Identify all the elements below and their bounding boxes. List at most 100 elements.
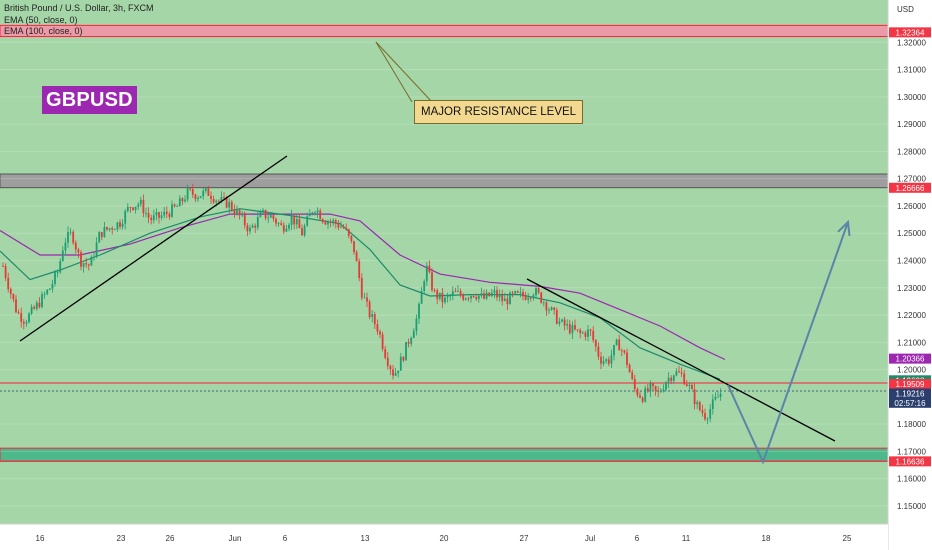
candle-body	[129, 207, 132, 208]
candle-body	[594, 340, 597, 347]
candle-body	[407, 342, 410, 344]
candle-body	[230, 201, 233, 210]
candle-body	[405, 342, 407, 361]
candle-body	[464, 298, 467, 300]
ema100-legend: EMA (100, close, 0)	[4, 26, 83, 36]
candle-body	[498, 294, 501, 298]
candle-body	[384, 349, 387, 358]
time-axis[interactable]	[0, 524, 888, 550]
candle-body	[431, 272, 433, 291]
candle-body	[30, 306, 33, 314]
candle-body	[457, 291, 459, 292]
candle-body	[618, 339, 621, 351]
candle-body	[121, 223, 124, 227]
x-tick-label: 23	[117, 534, 126, 543]
candle-body	[620, 350, 623, 352]
candle-body	[22, 321, 25, 324]
candle-body	[602, 361, 605, 364]
candle-body	[254, 225, 257, 228]
candle-body	[48, 288, 51, 290]
candle-body	[701, 410, 704, 414]
candle-body	[631, 372, 634, 379]
y-tick-label: 1.24000	[897, 256, 926, 265]
x-tick-label: 20	[440, 534, 449, 543]
candle-body	[633, 378, 636, 390]
candle-body	[704, 413, 706, 420]
price-label-text: 1.16636	[896, 457, 925, 466]
candle-body	[69, 231, 72, 233]
candle-body	[592, 330, 595, 341]
candle-body	[379, 331, 381, 335]
candle-body	[412, 331, 415, 338]
y-tick-label: 1.31000	[897, 66, 926, 75]
candle-body	[72, 231, 75, 243]
candle-body	[301, 228, 303, 236]
candle-body	[243, 214, 246, 226]
candle-body	[524, 296, 527, 300]
candle-body	[126, 207, 129, 212]
candle-body	[139, 199, 142, 205]
candle-body	[688, 384, 691, 387]
price-label-text: 1.19216	[896, 389, 925, 398]
candle-body	[319, 210, 322, 220]
candle-body	[646, 388, 649, 392]
candle-body	[314, 212, 316, 214]
candle-body	[535, 288, 537, 296]
price-label-box	[889, 388, 931, 399]
candle-body	[46, 289, 49, 294]
candle-body	[353, 240, 355, 253]
candle-body	[368, 301, 371, 318]
candle-body	[418, 303, 420, 319]
candle-body	[665, 382, 667, 390]
candle-body	[272, 215, 275, 219]
candle-body	[202, 190, 205, 197]
candle-body	[264, 209, 267, 219]
candle-body	[511, 292, 514, 294]
candle-body	[402, 356, 405, 361]
candle-body	[698, 402, 701, 411]
x-tick-label: 13	[361, 534, 370, 543]
candle-body	[20, 313, 23, 322]
candle-body	[267, 217, 270, 219]
y-axis-ticks: 1.32000 1.31000 1.30000 1.29000 1.28000 1.270…	[897, 38, 926, 511]
candle-body	[246, 225, 249, 232]
candle-body	[641, 397, 644, 402]
candle-body	[600, 356, 602, 364]
candle-body	[298, 219, 301, 229]
y-tick-label: 1.20000	[897, 366, 926, 375]
candle-body	[360, 277, 363, 298]
ema50-legend: EMA (50, close, 0)	[4, 14, 78, 25]
candle-body	[332, 220, 335, 222]
candle-body	[54, 272, 56, 284]
candle-body	[197, 197, 199, 200]
candle-body	[15, 299, 17, 313]
candle-body	[696, 402, 699, 405]
candle-body	[366, 297, 368, 302]
price-label-text: 1.26666	[896, 184, 925, 193]
candle-body	[340, 226, 342, 228]
candle-body	[334, 220, 337, 224]
candle-body	[490, 292, 493, 297]
price-axis[interactable]	[888, 0, 932, 550]
candle-body	[496, 290, 498, 298]
price-label-box	[889, 379, 931, 390]
candle-body	[67, 231, 69, 243]
candle-body	[137, 204, 140, 207]
candle-body	[186, 188, 189, 200]
candle-body	[288, 224, 290, 229]
candle-body	[623, 350, 626, 353]
projection-arrowhead	[837, 219, 851, 237]
candle-body	[308, 213, 311, 217]
candle-body	[711, 399, 714, 410]
candle-body	[472, 295, 475, 298]
candle-body	[399, 356, 402, 371]
candle-body	[483, 293, 485, 299]
candle-body	[134, 206, 137, 210]
y-tick-label: 1.16000	[897, 475, 926, 484]
candle-body	[142, 199, 145, 214]
candle-body	[574, 325, 576, 330]
candle-body	[191, 189, 194, 195]
candle-body	[280, 223, 283, 226]
candle-body	[467, 298, 470, 300]
